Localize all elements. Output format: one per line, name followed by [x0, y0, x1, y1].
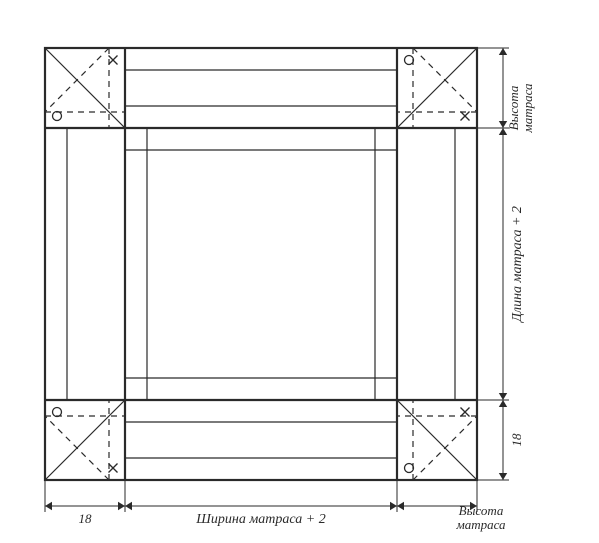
- dim-label-18-right: 18: [509, 433, 524, 447]
- dim-label-length: Длина матраса + 2: [510, 206, 525, 324]
- dim-label-height-b-1: Высота: [459, 503, 504, 518]
- dim-label-height-b-2: матраса: [455, 517, 506, 532]
- dim-label-height-t-1: Высота: [506, 85, 521, 130]
- mattress-pattern-diagram: 18Ширина матраса + 2Высотаматраса18Длина…: [45, 48, 535, 532]
- dim-label-width: Ширина матраса + 2: [195, 512, 325, 527]
- dim-label-18-left: 18: [79, 511, 93, 526]
- dim-label-height-t-2: матраса: [520, 83, 535, 134]
